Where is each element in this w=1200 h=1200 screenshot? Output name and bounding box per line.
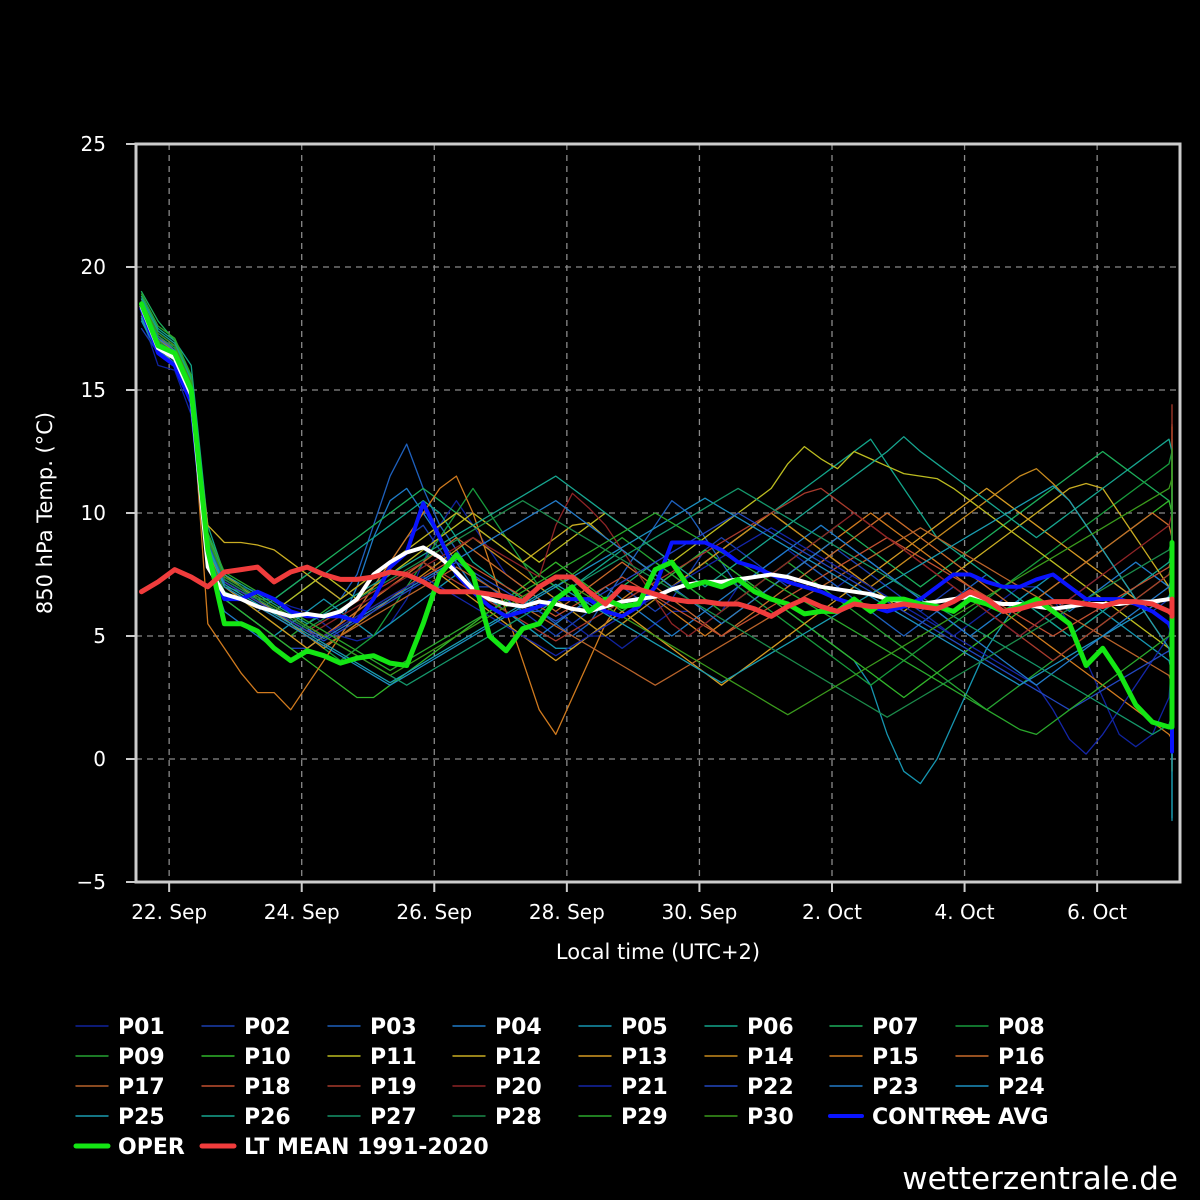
legend-label-p26: P26: [244, 1105, 291, 1130]
chart-title: GFS Prague (CZ) 50N, 14.5E: [360, 10, 839, 50]
legend-label-p21: P21: [621, 1075, 668, 1100]
legend-label-p25: P25: [118, 1105, 165, 1130]
grid: [136, 144, 1180, 882]
series-line-p10: [140, 305, 1173, 711]
y-tick-label: 10: [81, 501, 106, 525]
legend-label-p16: P16: [998, 1045, 1045, 1070]
legend-label-p12: P12: [495, 1045, 542, 1070]
legend-label-p10: P10: [244, 1045, 291, 1070]
x-tick-label: 4. Oct: [935, 900, 995, 924]
series-line-lt-mean-1991-2020: [139, 564, 1175, 619]
legend-label-p24: P24: [998, 1075, 1045, 1100]
series-line-p12: [140, 308, 1173, 674]
legend-label-p03: P03: [370, 1015, 417, 1040]
legend-label-p30: P30: [747, 1105, 794, 1130]
y-axis-label: 850 hPa Temp. (°C): [33, 412, 57, 614]
x-tick-label: 28. Sep: [529, 900, 605, 924]
x-tick-label: 6. Oct: [1067, 900, 1127, 924]
legend-label-p28: P28: [495, 1105, 542, 1130]
x-tick-label: 24. Sep: [264, 900, 340, 924]
legend-label-p18: P18: [244, 1075, 291, 1100]
legend-label-p08: P08: [998, 1015, 1045, 1040]
legend-label-p20: P20: [495, 1075, 542, 1100]
legend-label-p14: P14: [747, 1045, 794, 1070]
legend-label-oper: OPER: [118, 1135, 185, 1160]
legend-label-p05: P05: [621, 1015, 668, 1040]
plot-frame: [134, 142, 1182, 884]
series-line-p27: [140, 303, 1173, 736]
legend-label-p23: P23: [872, 1075, 919, 1100]
legend-label-p22: P22: [747, 1075, 794, 1100]
y-tick-label: 15: [81, 378, 106, 402]
y-tick-label: 5: [93, 624, 106, 648]
legend-label-p01: P01: [118, 1015, 165, 1040]
y-axis-ticks: −5 0 5 10 15 20 25: [77, 132, 136, 894]
x-axis-ticks: 22. Sep 24. Sep 26. Sep 28. Sep 30. Sep 2. Oc…: [131, 882, 1127, 924]
legend-label-p13: P13: [621, 1045, 668, 1070]
legend-label-p15: P15: [872, 1045, 919, 1070]
x-axis-label: Local time (UTC+2): [556, 940, 760, 964]
y-tick-label: −5: [77, 870, 106, 894]
legend-label-p19: P19: [370, 1075, 417, 1100]
legend-label-p11: P11: [370, 1045, 417, 1070]
legend-label-p27: P27: [370, 1105, 417, 1130]
legend-label-avg: AVG: [998, 1105, 1049, 1130]
x-tick-label: 22. Sep: [131, 900, 207, 924]
series-line-p24: [140, 318, 1173, 686]
y-tick-label: 20: [81, 255, 106, 279]
series-line-control: [139, 306, 1174, 754]
legend-label-p07: P07: [872, 1015, 919, 1040]
legend-label-p17: P17: [118, 1075, 165, 1100]
legend: P01 P02 P03 P04 P05 P06 P07 P08 P09 P10 P11 P12 P13 P…: [73, 1015, 1049, 1160]
series-line-p11: [140, 315, 1173, 772]
legend-label-p06: P06: [747, 1015, 794, 1040]
series-line-oper: [139, 301, 1175, 730]
legend-label-p02: P02: [244, 1015, 291, 1040]
legend-label-p09: P09: [118, 1045, 165, 1070]
x-tick-label: 2. Oct: [802, 900, 862, 924]
series-line-p01: [140, 315, 1173, 765]
x-tick-label: 30. Sep: [661, 900, 737, 924]
watermark: wetterzentrale.de: [902, 1161, 1178, 1197]
x-tick-label: 26. Sep: [396, 900, 472, 924]
legend-label-p29: P29: [621, 1105, 668, 1130]
y-tick-label: 0: [93, 747, 106, 771]
legend-label-lt-mean-1991-2020: LT MEAN 1991-2020: [244, 1135, 489, 1160]
legend-label-p04: P04: [495, 1015, 542, 1040]
y-tick-label: 25: [81, 132, 106, 156]
series-line-p30: [140, 300, 1173, 716]
chart-subtitle: Init: Sun, 21 Sep 2025, 00Z: [456, 81, 744, 105]
series-layer: [139, 290, 1175, 822]
